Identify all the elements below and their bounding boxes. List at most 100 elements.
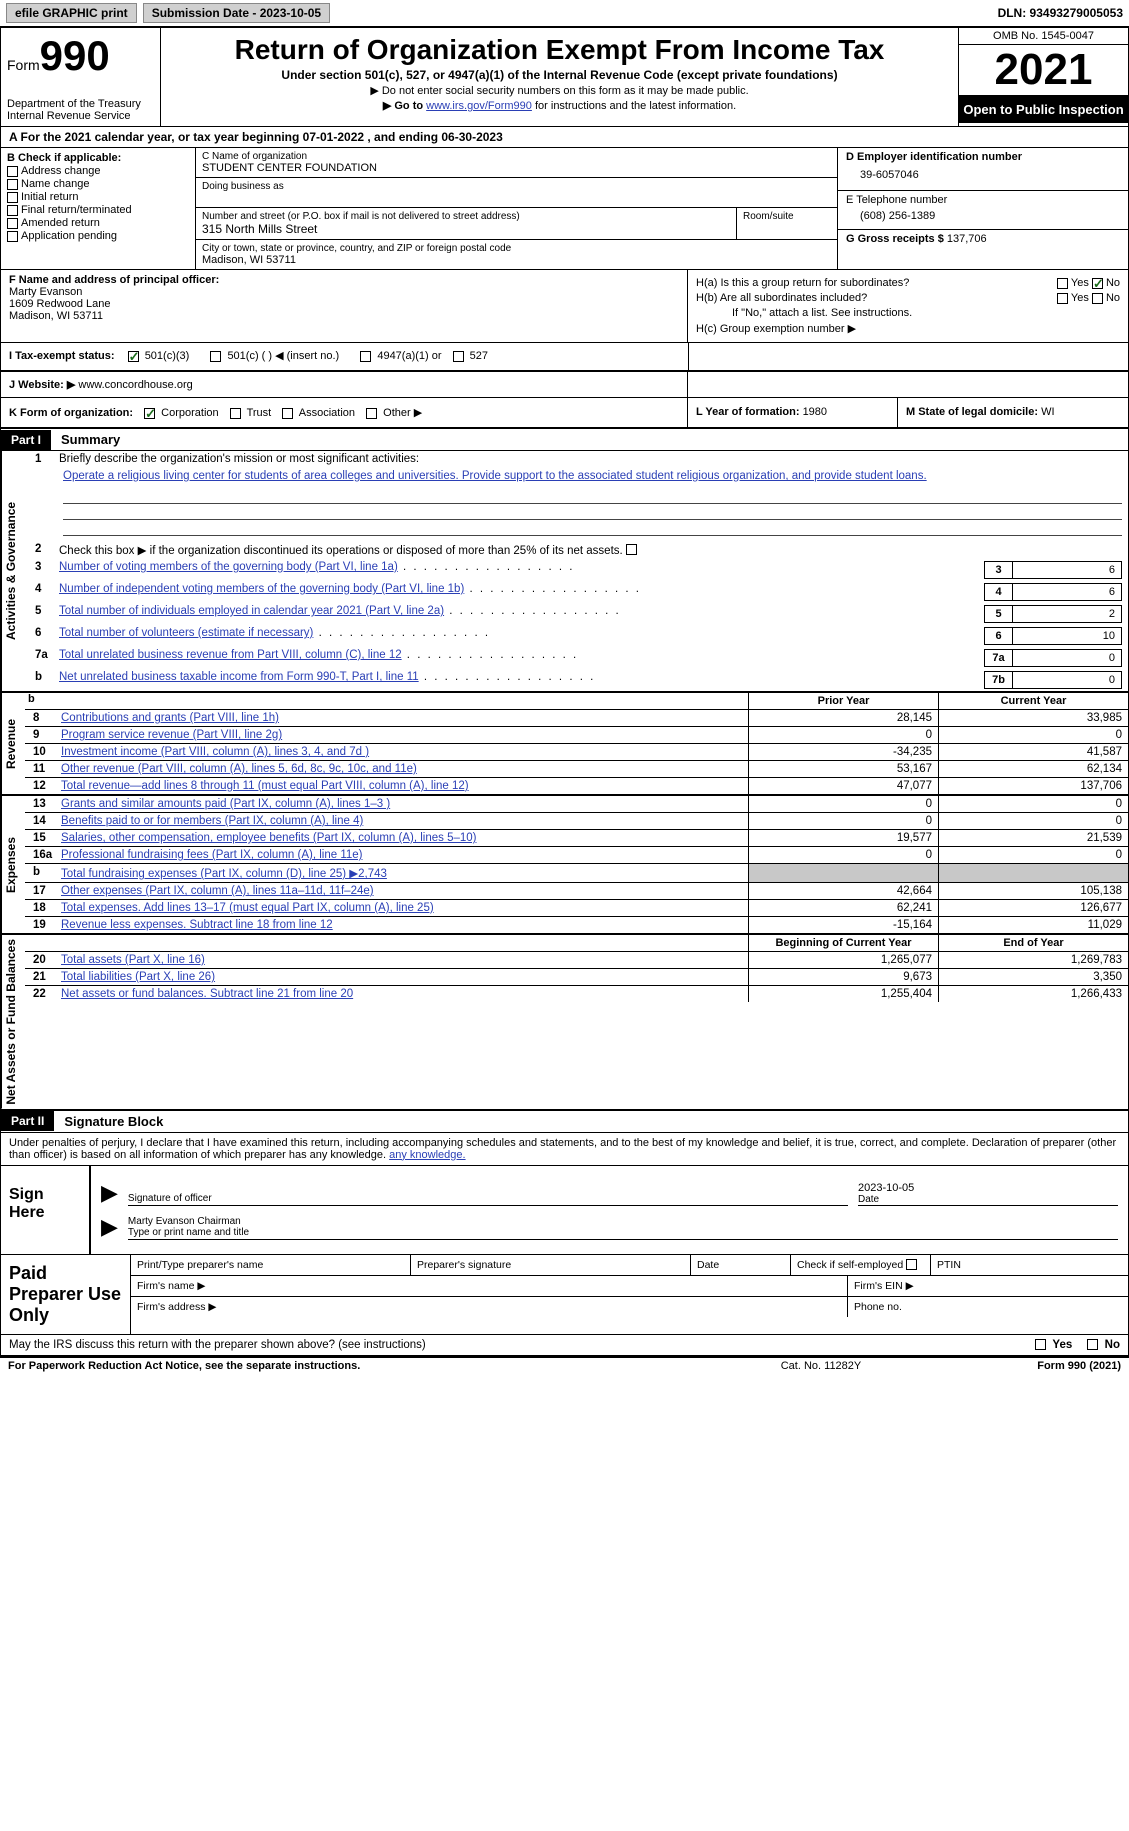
chk-amended-return[interactable]: Amended return xyxy=(7,217,189,229)
efile-print-button[interactable]: efile GRAPHIC print xyxy=(6,3,137,23)
chk-527[interactable] xyxy=(453,351,464,362)
fin-py: -34,235 xyxy=(748,744,938,760)
name-title-field[interactable]: Marty Evanson Chairman Type or print nam… xyxy=(128,1216,1118,1240)
chk-final-return[interactable]: Final return/terminated xyxy=(7,204,189,216)
chk-501c[interactable] xyxy=(210,351,221,362)
fin-link[interactable]: Grants and similar amounts paid (Part IX… xyxy=(61,798,390,810)
city-value: Madison, WI 53711 xyxy=(202,254,831,266)
tax-year: 2021 xyxy=(959,45,1128,96)
fin-py: 28,145 xyxy=(748,710,938,726)
dba-label: Doing business as xyxy=(202,181,831,192)
fin-num: 21 xyxy=(25,969,57,985)
discuss-yes-checkbox[interactable] xyxy=(1035,1339,1046,1350)
fin-line-10: 10 Investment income (Part VIII, column … xyxy=(25,744,1128,761)
fin-link[interactable]: Total expenses. Add lines 13–17 (must eq… xyxy=(61,902,434,914)
signature-section: Under penalties of perjury, I declare th… xyxy=(1,1133,1128,1357)
form-page-label: Form 990 (2021) xyxy=(921,1360,1121,1372)
fin-link[interactable]: Program service revenue (Part VIII, line… xyxy=(61,729,282,741)
firm-name-cell: Firm's name ▶ xyxy=(131,1276,848,1296)
form-number: Form990 xyxy=(7,32,154,80)
gov-link[interactable]: Total unrelated business revenue from Pa… xyxy=(59,649,402,661)
street-row: Number and street (or P.O. box if mail i… xyxy=(196,208,837,240)
fin-num: 14 xyxy=(25,813,57,829)
fin-link[interactable]: Total liabilities (Part X, line 26) xyxy=(61,971,215,983)
fin-py: 62,241 xyxy=(748,900,938,916)
phone-cell: Phone no. xyxy=(848,1297,1128,1317)
calendar-year-row: A For the 2021 calendar year, or tax yea… xyxy=(1,127,1128,148)
fin-link[interactable]: Contributions and grants (Part VIII, lin… xyxy=(61,712,279,724)
fin-link[interactable]: Total fundraising expenses (Part IX, col… xyxy=(61,868,387,880)
ha-no-checkbox[interactable] xyxy=(1092,278,1103,289)
fin-link[interactable]: Benefits paid to or for members (Part IX… xyxy=(61,815,363,827)
dba-cell: Doing business as xyxy=(196,178,837,208)
revenue-header: b Prior Year Current Year xyxy=(25,693,1128,710)
fin-line-14: 14 Benefits paid to or for members (Part… xyxy=(25,813,1128,830)
fin-link[interactable]: Other revenue (Part VIII, column (A), li… xyxy=(61,763,417,775)
gov-desc: Number of voting members of the governin… xyxy=(59,561,984,573)
k-org: K Form of organization: Corporation Trus… xyxy=(1,398,688,427)
fin-num: 22 xyxy=(25,986,57,1002)
boy-header: Beginning of Current Year xyxy=(748,935,938,951)
org-name-label: C Name of organization xyxy=(202,151,831,162)
paperwork-notice: For Paperwork Reduction Act Notice, see … xyxy=(8,1360,721,1372)
form-subtitle-3: ▶ Go to www.irs.gov/Form990 for instruct… xyxy=(169,99,950,112)
summary-net-assets: Net Assets or Fund Balances Beginning of… xyxy=(1,935,1128,1111)
chk-trust[interactable] xyxy=(230,408,241,419)
vlabel-revenue: Revenue xyxy=(1,693,25,794)
fin-desc: Investment income (Part VIII, column (A)… xyxy=(57,744,748,760)
city-cell: City or town, state or province, country… xyxy=(196,240,837,269)
fin-desc: Total liabilities (Part X, line 26) xyxy=(57,969,748,985)
hb-label: H(b) Are all subordinates included? xyxy=(696,292,867,304)
fin-line-17: 17 Other expenses (Part IX, column (A), … xyxy=(25,883,1128,900)
chk-501c3[interactable] xyxy=(128,351,139,362)
chk-assoc[interactable] xyxy=(282,408,293,419)
fin-link[interactable]: Net assets or fund balances. Subtract li… xyxy=(61,988,353,1000)
gov-link[interactable]: Number of independent voting members of … xyxy=(59,583,464,595)
discuss-no-checkbox[interactable] xyxy=(1087,1339,1098,1350)
omb-number: OMB No. 1545-0047 xyxy=(959,28,1128,45)
fin-py: 0 xyxy=(748,796,938,812)
fin-link[interactable]: Professional fundraising fees (Part IX, … xyxy=(61,849,362,861)
part2-header: Part II Signature Block xyxy=(1,1111,1128,1133)
gov-num: 6 xyxy=(31,627,59,639)
org-name-cell: C Name of organization STUDENT CENTER FO… xyxy=(196,148,837,178)
fin-desc: Total fundraising expenses (Part IX, col… xyxy=(57,864,748,882)
fin-desc: Revenue less expenses. Subtract line 18 … xyxy=(57,917,748,933)
hb-yes-checkbox[interactable] xyxy=(1057,293,1068,304)
fin-py: 0 xyxy=(748,727,938,743)
discuss-answers: Yes No xyxy=(1035,1339,1120,1351)
chk-address-change[interactable]: Address change xyxy=(7,165,189,177)
fin-cy: 1,266,433 xyxy=(938,986,1128,1002)
gov-link[interactable]: Total number of individuals employed in … xyxy=(59,605,444,617)
gov-line-5: 5 Total number of individuals employed i… xyxy=(25,603,1128,625)
gov-link[interactable]: Total number of volunteers (estimate if … xyxy=(59,627,313,639)
fin-link[interactable]: Other expenses (Part IX, column (A), lin… xyxy=(61,885,374,897)
k-org-row: K Form of organization: Corporation Trus… xyxy=(1,398,1128,429)
gov-link[interactable]: Number of voting members of the governin… xyxy=(59,561,398,573)
chk-other[interactable] xyxy=(366,408,377,419)
sig-officer-field[interactable]: Signature of officer xyxy=(128,1193,848,1206)
fin-link[interactable]: Total revenue—add lines 8 through 11 (mu… xyxy=(61,780,469,792)
chk-4947[interactable] xyxy=(360,351,371,362)
chk-discontinued[interactable] xyxy=(626,544,637,555)
fin-num: 20 xyxy=(25,952,57,968)
sign-here-body: ▶ Signature of officer 2023-10-05 Date ▶… xyxy=(91,1166,1128,1254)
gov-link[interactable]: Net unrelated business taxable income fr… xyxy=(59,671,419,683)
fin-link[interactable]: Total assets (Part X, line 16) xyxy=(61,954,205,966)
submission-date-button[interactable]: Submission Date - 2023-10-05 xyxy=(143,3,330,23)
fin-link[interactable]: Revenue less expenses. Subtract line 18 … xyxy=(61,919,333,931)
chk-name-change[interactable]: Name change xyxy=(7,178,189,190)
fin-num: 8 xyxy=(25,710,57,726)
sig-date-field: 2023-10-05 Date xyxy=(858,1182,1118,1206)
form-prefix: Form xyxy=(7,57,40,73)
chk-initial-return[interactable]: Initial return xyxy=(7,191,189,203)
hb-no-checkbox[interactable] xyxy=(1092,293,1103,304)
fin-link[interactable]: Salaries, other compensation, employee b… xyxy=(61,832,476,844)
irs-link[interactable]: www.irs.gov/Form990 xyxy=(426,100,532,112)
ha-yes-checkbox[interactable] xyxy=(1057,278,1068,289)
chk-corp[interactable] xyxy=(144,408,155,419)
fin-link[interactable]: Investment income (Part VIII, column (A)… xyxy=(61,746,369,758)
chk-application-pending[interactable]: Application pending xyxy=(7,230,189,242)
sig-intro: Under penalties of perjury, I declare th… xyxy=(1,1133,1128,1165)
chk-self-employed[interactable] xyxy=(906,1259,917,1270)
